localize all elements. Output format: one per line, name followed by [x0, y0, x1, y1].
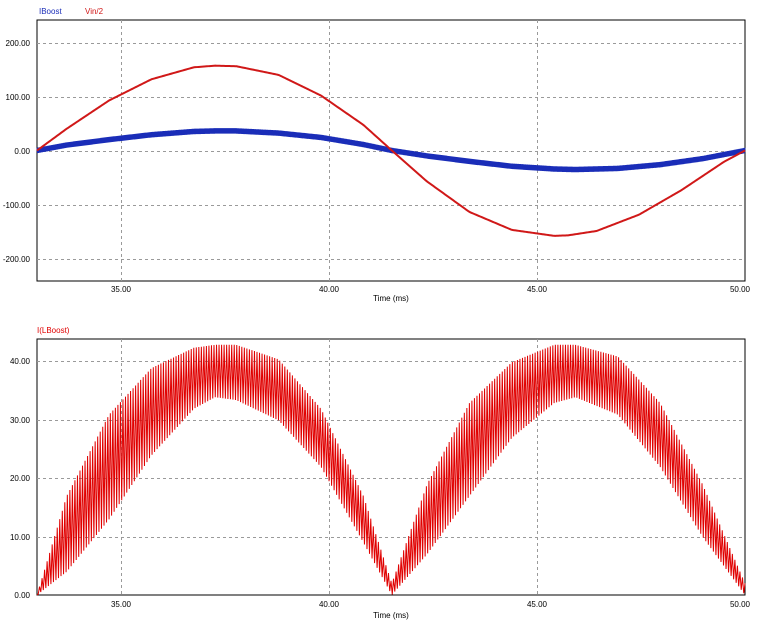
legend-vin-half: Vin/2 — [85, 7, 104, 16]
series-iboost — [36, 128, 746, 173]
y-tick-label: 10.00 — [10, 533, 31, 542]
x-tick-labels-top: 35.00 40.00 45.00 50.00 — [111, 285, 751, 294]
x-tick-labels-bottom: 35.00 40.00 45.00 50.00 — [111, 600, 751, 609]
series-layer-top — [36, 64, 746, 237]
legend-iboost: IBoost — [39, 7, 62, 16]
y-tick-label: -100.00 — [3, 201, 31, 210]
plot-area-bottom — [36, 338, 746, 596]
y-tick-label: 100.00 — [6, 93, 31, 102]
x-tick-label: 35.00 — [111, 600, 132, 609]
legend-i-lboost: I(LBoost) — [37, 326, 70, 335]
x-tick-label: 50.00 — [730, 285, 751, 294]
x-tick-label: 40.00 — [319, 285, 340, 294]
x-axis-title-top: Time (ms) — [373, 294, 409, 303]
y-tick-label: 200.00 — [6, 39, 31, 48]
series-layer-bottom — [36, 344, 746, 596]
y-tick-label: 40.00 — [10, 357, 31, 366]
chart-top: IBoost Vin/2 200.00 100.00 0.00 -100.00 … — [3, 7, 751, 303]
x-tick-label: 45.00 — [527, 285, 548, 294]
x-axis-title-bottom: Time (ms) — [373, 611, 409, 620]
x-tick-label: 50.00 — [730, 600, 751, 609]
x-tick-label: 35.00 — [111, 285, 132, 294]
y-tick-label: 30.00 — [10, 416, 31, 425]
chart-bottom: I(LBoost) 40.00 30.00 20.00 10.00 0.00 3… — [10, 326, 751, 620]
y-tick-labels-top: 200.00 100.00 0.00 -100.00 -200.00 — [3, 39, 31, 264]
y-tick-labels-bottom: 40.00 30.00 20.00 10.00 0.00 — [10, 357, 31, 600]
x-tick-label: 45.00 — [527, 600, 548, 609]
y-tick-label: 20.00 — [10, 474, 31, 483]
x-tick-label: 40.00 — [319, 600, 340, 609]
y-tick-label: 0.00 — [14, 591, 30, 600]
y-tick-label: 0.00 — [14, 147, 30, 156]
series-vin-2 — [36, 64, 746, 237]
y-tick-label: -200.00 — [3, 255, 31, 264]
series-i-lboost — [36, 344, 746, 596]
